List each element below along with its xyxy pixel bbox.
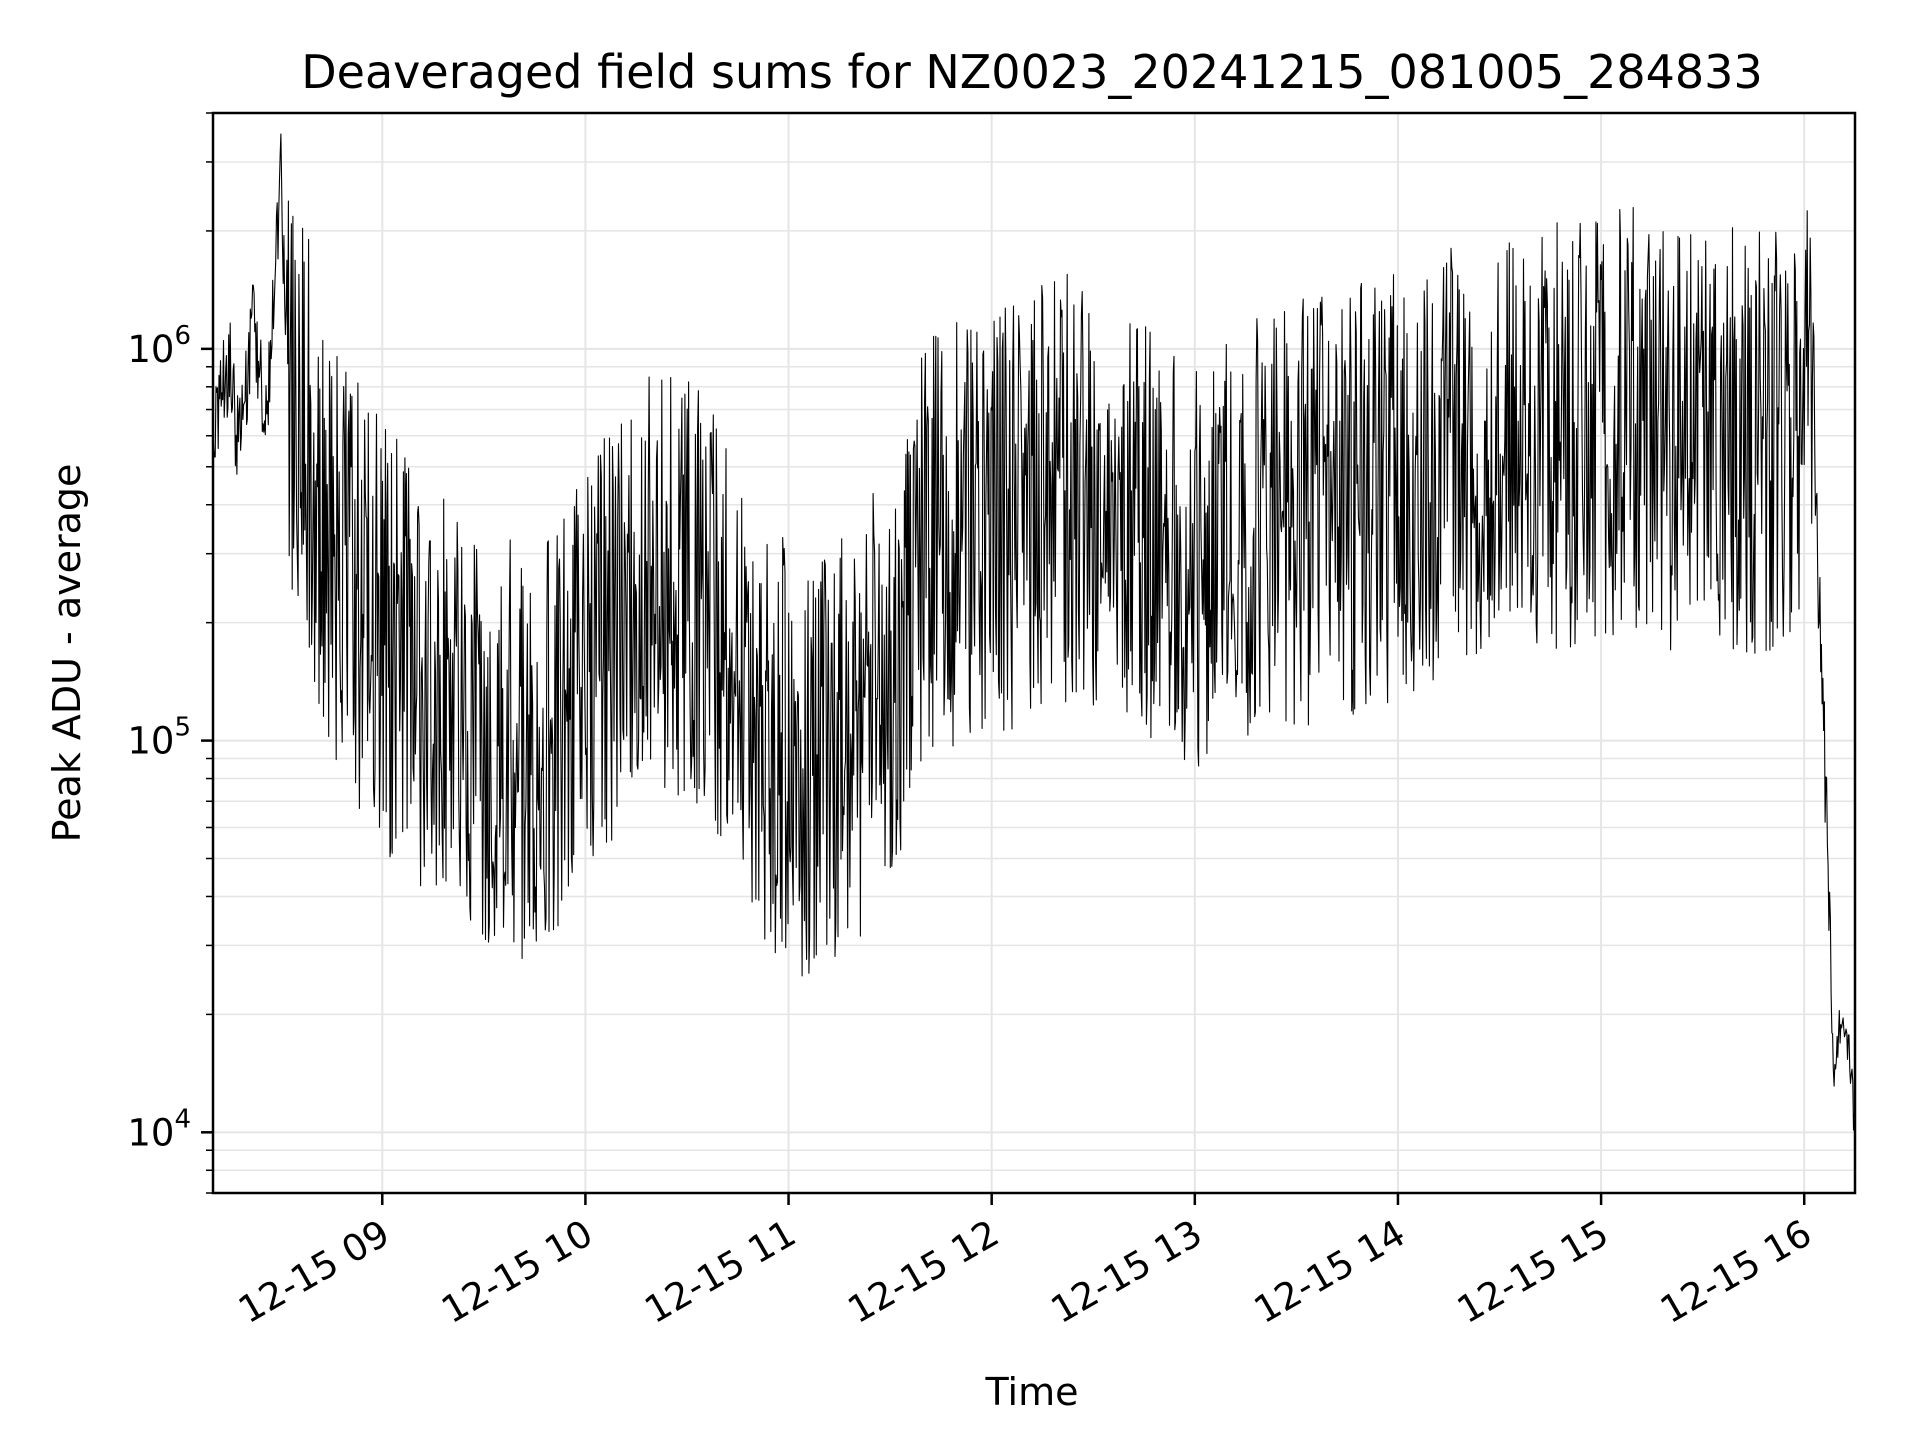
plot-frame (211, 111, 1857, 1195)
data-line (212, 133, 1856, 1167)
y-tick-label: 106 (127, 321, 191, 371)
y-axis-label: Peak ADU - average (45, 464, 89, 843)
chart-title: Deaveraged field sums for NZ0023_2024121… (301, 45, 1762, 99)
y-tick-label: 104 (127, 1104, 191, 1154)
series-line (212, 133, 1856, 1167)
x-axis-label: Time (985, 1370, 1079, 1414)
y-axis-ticks: 104 105 106 (127, 112, 213, 1194)
y-tick-label: 105 (127, 713, 191, 763)
